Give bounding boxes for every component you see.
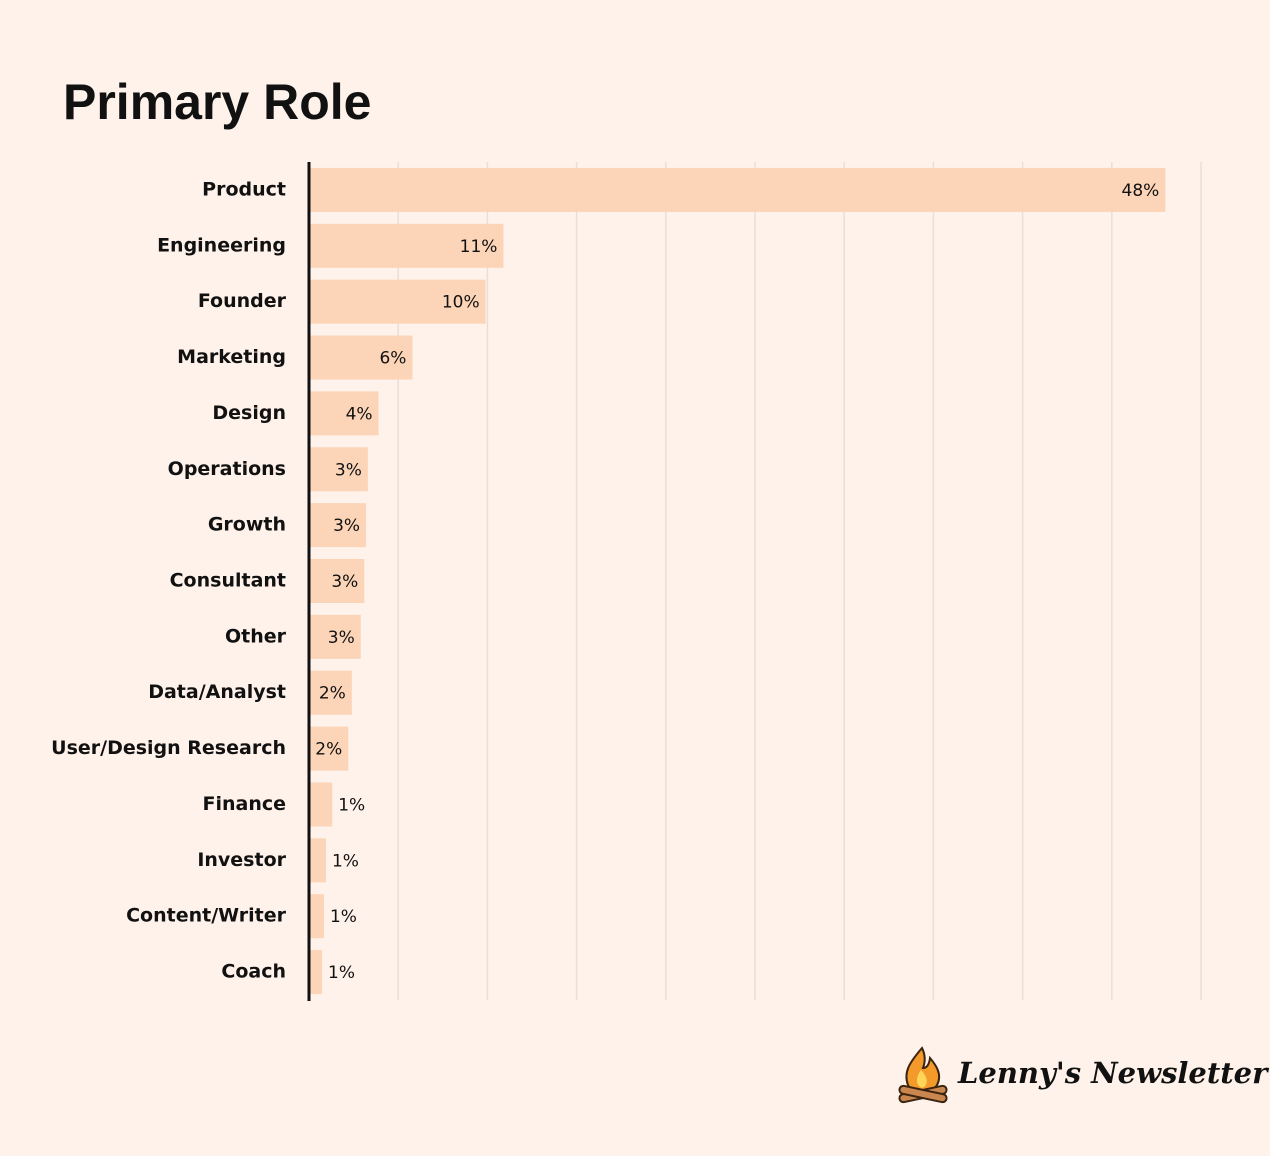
data-label: 10% (442, 293, 480, 313)
category-label: Operations (168, 458, 286, 480)
bar (309, 614, 361, 659)
bar (309, 447, 368, 492)
logo: Lenny's Newsletter (898, 1046, 1270, 1104)
category-label: Coach (221, 961, 286, 983)
category-label: Founder (198, 290, 287, 312)
bar (309, 335, 413, 380)
flame (905, 1046, 941, 1093)
data-label: 4% (346, 404, 373, 424)
category-label: Consultant (170, 570, 286, 592)
data-label: 3% (335, 460, 362, 480)
data-label: 1% (330, 907, 357, 927)
bar (309, 503, 367, 548)
log (898, 1084, 948, 1104)
data-label: 3% (328, 628, 355, 648)
bar (309, 950, 323, 995)
chart-title: Primary Role (63, 74, 371, 130)
bar (309, 726, 349, 771)
data-label: 6% (379, 349, 406, 369)
data-label: 48% (1122, 181, 1160, 201)
category-label: Marketing (177, 346, 286, 368)
data-label: 3% (331, 572, 358, 592)
category-label: Content/Writer (126, 905, 287, 927)
category-label: Growth (208, 514, 286, 536)
data-label: 2% (319, 684, 346, 704)
category-label: Product (202, 178, 286, 200)
bar (309, 838, 326, 883)
flame-core (916, 1070, 927, 1088)
data-label: 2% (315, 740, 342, 760)
data-label: 11% (460, 237, 498, 257)
data-label: 1% (328, 963, 355, 983)
data-label: 3% (333, 516, 360, 536)
bar (309, 391, 379, 436)
bar (309, 559, 365, 603)
bar (309, 279, 486, 324)
brand-name: Lenny's Newsletter (957, 1056, 1270, 1090)
category-label: Other (225, 625, 287, 647)
bar (309, 894, 324, 939)
data-label: 1% (332, 851, 359, 871)
category-label: Data/Analyst (148, 681, 286, 703)
category-label: Design (212, 402, 286, 424)
bar (309, 167, 1166, 212)
bar (309, 670, 352, 715)
data-label: 1% (338, 795, 365, 815)
category-label: Investor (197, 849, 286, 871)
category-label: User/Design Research (51, 737, 286, 759)
bar (309, 223, 504, 268)
bar (309, 782, 333, 827)
category-label: Finance (202, 793, 286, 815)
category-label: Engineering (157, 234, 286, 256)
